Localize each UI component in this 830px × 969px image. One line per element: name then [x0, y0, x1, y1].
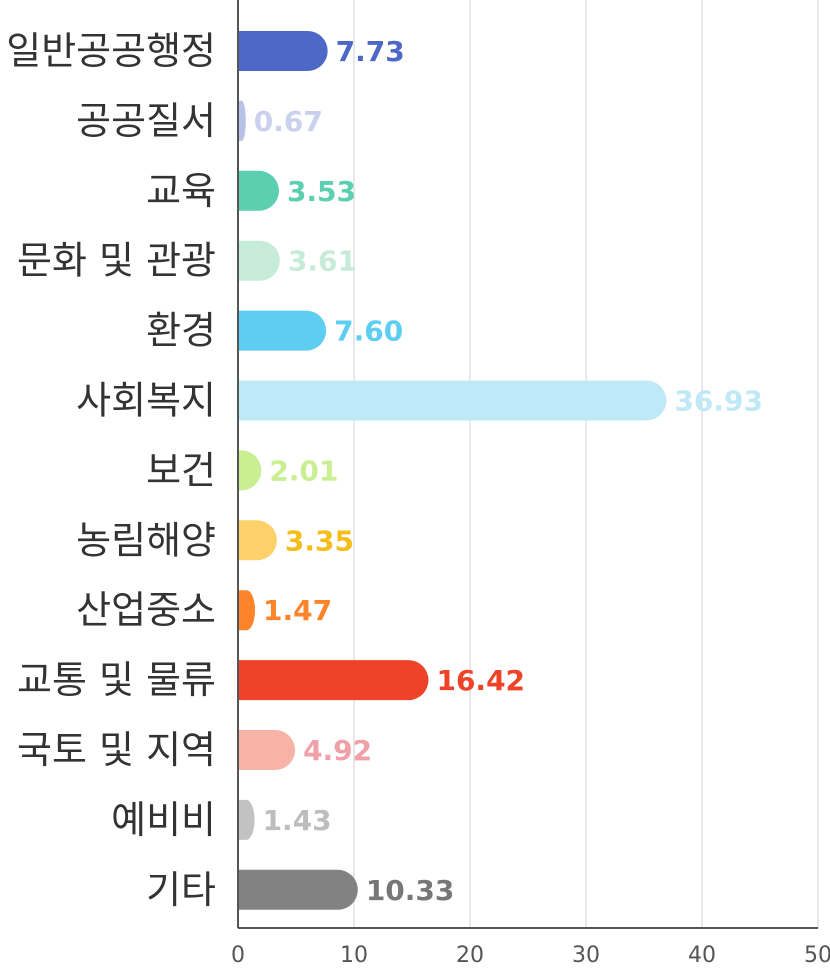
- bar: [238, 660, 429, 701]
- x-tick-label: 20: [456, 943, 484, 968]
- bar: [238, 380, 667, 421]
- value-label: 0.67: [254, 105, 323, 138]
- bar: [238, 450, 262, 491]
- category-label: 예비비: [111, 798, 216, 842]
- value-label: 7.60: [334, 315, 403, 348]
- category-label: 일반공공행정: [6, 29, 216, 73]
- bar: [238, 170, 279, 211]
- value-label: 7.73: [336, 35, 405, 68]
- x-tick-label: 40: [688, 943, 716, 968]
- value-label: 3.35: [285, 524, 354, 557]
- category-label: 교통 및 물류: [17, 658, 216, 702]
- bar: [238, 799, 255, 840]
- category-label: 환경: [146, 309, 216, 353]
- category-label: 기타: [146, 868, 216, 912]
- category-label: 문화 및 관광: [17, 239, 216, 283]
- category-label: 교육: [146, 169, 216, 213]
- value-label: 10.33: [366, 874, 455, 907]
- category-label: 보건: [146, 448, 216, 492]
- bar: [238, 730, 296, 770]
- bar: [238, 590, 256, 631]
- axes: [237, 0, 818, 929]
- bar: [238, 520, 277, 561]
- x-tick-label: 30: [572, 943, 600, 968]
- x-tick-label: 0: [231, 943, 245, 968]
- bar: [238, 31, 328, 71]
- value-label: 4.92: [303, 734, 372, 767]
- bar: [238, 310, 327, 351]
- category-label: 공공질서: [76, 99, 216, 143]
- x-tick-label: 50: [804, 943, 830, 968]
- bar: [238, 240, 280, 281]
- gridlines: [353, 0, 819, 928]
- value-labels: 7.73 0.67 3.53 3.61 7.60 36.93 2.01 3.35 1.47 16.…: [254, 35, 763, 907]
- category-label: 농림해양: [76, 518, 216, 562]
- bar: [238, 869, 358, 910]
- value-label: 16.42: [436, 664, 525, 697]
- bar: [238, 100, 246, 141]
- value-label: 1.47: [263, 594, 332, 627]
- category-label: 사회복지: [76, 379, 216, 423]
- category-label: 국토 및 지역: [17, 728, 216, 772]
- value-label: 36.93: [674, 385, 763, 418]
- value-label: 2.01: [269, 454, 338, 487]
- value-label: 3.53: [287, 175, 356, 208]
- value-label: 3.61: [288, 245, 357, 278]
- value-label: 1.43: [263, 804, 332, 837]
- x-tick-label: 10: [340, 943, 368, 968]
- x-tick-labels: 0 10 20 30 40 50: [231, 943, 830, 968]
- category-label: 산업중소: [76, 588, 216, 632]
- bars: [238, 31, 667, 910]
